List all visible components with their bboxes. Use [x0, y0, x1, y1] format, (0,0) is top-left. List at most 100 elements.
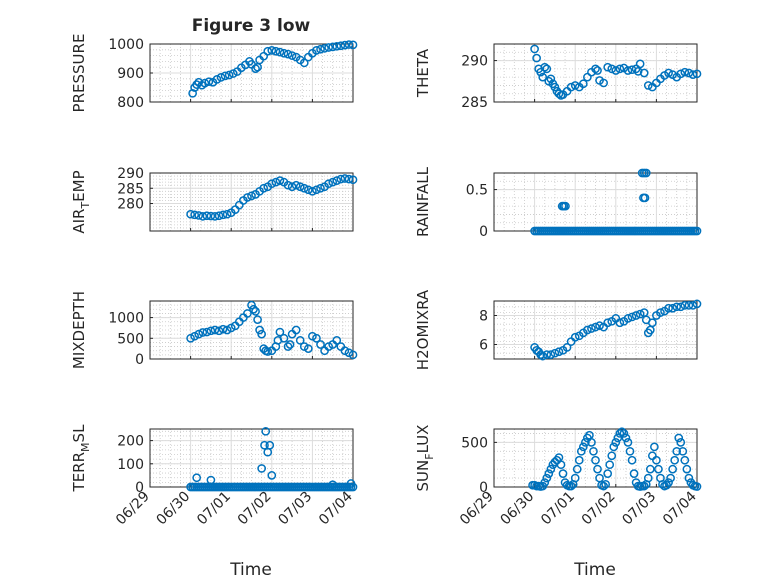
data-point — [692, 299, 702, 309]
data-point — [295, 336, 305, 345]
data-point — [257, 464, 266, 473]
data-point — [542, 473, 552, 483]
data-point — [251, 307, 260, 316]
data-point — [623, 438, 633, 447]
y-tick-label: 285 — [117, 181, 144, 197]
data-point — [692, 482, 702, 491]
data-point — [572, 464, 582, 474]
data-point — [324, 179, 333, 189]
x-axis-label-right: Time — [573, 560, 616, 580]
y-tick-label: 8 — [479, 309, 488, 325]
data-point — [684, 301, 694, 310]
y-axis-label: RAINFALL — [414, 166, 432, 237]
data-point — [259, 183, 269, 193]
data-point — [623, 314, 633, 323]
y-tick-label: 6 — [479, 338, 488, 354]
data-point — [664, 478, 673, 487]
data-point — [202, 327, 212, 337]
data-point — [623, 66, 633, 75]
y-tick-label: 290 — [461, 54, 488, 70]
data-point — [220, 71, 230, 81]
data-point — [206, 211, 216, 221]
data-point — [332, 336, 342, 345]
data-point — [267, 471, 277, 480]
data-point — [615, 64, 625, 74]
data-point — [643, 473, 653, 483]
data-point — [664, 68, 673, 78]
data-point — [613, 433, 623, 443]
data-point — [688, 70, 698, 80]
data-point — [316, 340, 325, 349]
data-point — [607, 64, 617, 74]
data-point — [578, 79, 588, 89]
data-point — [599, 78, 608, 88]
figure-title: Figure 3 low — [192, 16, 311, 36]
data-point — [222, 209, 232, 219]
data-point — [190, 210, 200, 220]
data-point — [558, 469, 568, 478]
data-point — [609, 442, 619, 452]
data-point — [291, 180, 301, 190]
y-tick-label: 0 — [479, 480, 488, 496]
data-point — [668, 303, 677, 313]
data-point — [546, 350, 556, 359]
data-point — [212, 75, 222, 84]
data-point — [204, 77, 214, 87]
data-point — [615, 429, 625, 438]
data-point — [348, 350, 358, 360]
data-point — [680, 301, 690, 310]
data-point — [629, 469, 639, 478]
data-point — [611, 438, 621, 447]
data-point — [593, 66, 602, 75]
axes-box — [493, 43, 698, 103]
data-point — [591, 322, 600, 332]
data-point — [666, 473, 675, 483]
data-point — [607, 451, 617, 461]
data-point — [587, 438, 596, 447]
data-point — [676, 69, 686, 79]
data-point — [194, 329, 204, 339]
data-point — [261, 426, 271, 436]
data-point — [591, 64, 600, 74]
y-axis-label: AIRTEMP — [70, 170, 92, 233]
data-point — [198, 211, 208, 221]
data-point — [650, 442, 659, 452]
data-point — [279, 48, 289, 58]
data-point — [243, 193, 252, 202]
y-tick-label: 1000 — [108, 311, 144, 327]
y-tick-label: 290 — [117, 166, 144, 182]
x-axis-label-left: Time — [229, 560, 272, 580]
data-point — [542, 350, 552, 359]
data-point — [591, 455, 600, 465]
data-point — [267, 179, 277, 189]
data-point — [303, 344, 313, 353]
data-point — [599, 481, 608, 491]
data-point — [194, 211, 204, 220]
data-point — [324, 43, 333, 52]
data-point — [601, 479, 611, 489]
data-point — [570, 473, 580, 483]
data-point — [255, 325, 264, 335]
data-point — [688, 301, 698, 310]
data-point — [251, 64, 260, 74]
data-point — [312, 333, 321, 343]
data-point — [578, 442, 588, 452]
data-point — [556, 460, 566, 470]
data-point — [676, 302, 686, 312]
data-point — [192, 80, 202, 89]
data-point — [570, 81, 580, 90]
data-point — [603, 318, 613, 328]
y-axis-label: THETA — [414, 48, 432, 98]
data-point — [680, 455, 690, 465]
data-point — [336, 174, 346, 184]
data-point — [538, 351, 548, 361]
data-point — [566, 82, 576, 92]
y-tick-label: 500 — [117, 331, 144, 347]
data-point — [247, 191, 256, 201]
y-axis-label: PRESSURE — [70, 34, 88, 113]
data-point — [561, 201, 570, 211]
data-point — [670, 455, 680, 465]
data-point — [664, 303, 673, 313]
subplot-4: 0 0.5 RAINFALL — [414, 166, 702, 240]
